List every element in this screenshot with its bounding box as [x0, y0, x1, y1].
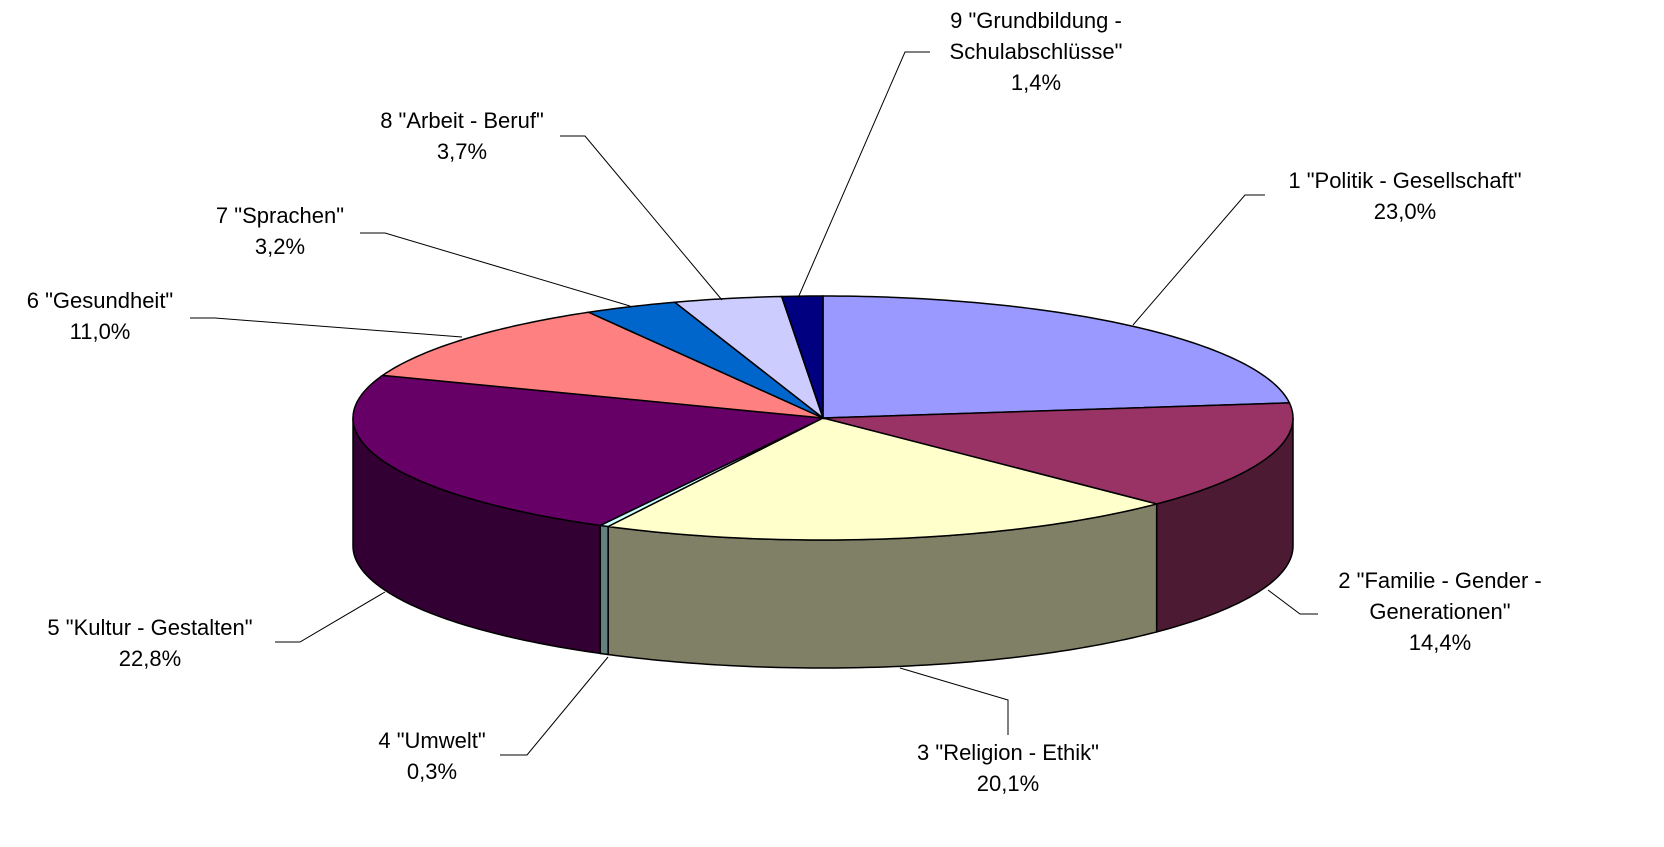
label-name: 5 "Kultur - Gestalten": [47, 615, 253, 640]
data-label: 9 "Grundbildung - Schulabschlüsse" 1,4%: [929, 5, 1144, 98]
label-name: 9 "Grundbildung - Schulabschlüsse": [949, 8, 1123, 64]
label-value: 23,0%: [1373, 199, 1437, 224]
label-name: 4 "Umwelt": [378, 728, 486, 753]
label-name: 2 "Familie - Gender - Generationen": [1338, 568, 1542, 624]
label-name: 8 "Arbeit - Beruf": [380, 108, 544, 133]
label-value: 0,3%: [406, 759, 458, 784]
label-value: 22,8%: [118, 646, 182, 671]
data-label: 7 "Sprachen" 3,2%: [180, 200, 380, 262]
label-name: 1 "Politik - Gesellschaft": [1288, 168, 1522, 193]
slice: [352, 374, 826, 527]
slice: [780, 295, 824, 419]
label-name: 7 "Sprachen": [215, 203, 345, 228]
slice: [380, 311, 824, 419]
leader-line: [797, 51, 930, 299]
leader-line: [899, 667, 1009, 735]
data-label: 1 "Politik - Gesellschaft" 23,0%: [1245, 165, 1565, 227]
data-label: 6 "Gesundheit" 11,0%: [0, 285, 200, 347]
leader-line: [1132, 194, 1265, 326]
data-label: 5 "Kultur - Gestalten" 22,8%: [20, 612, 280, 674]
leader-line: [275, 591, 386, 643]
slice-side: [599, 524, 609, 656]
leader-line: [360, 232, 631, 307]
leader-line: [560, 135, 723, 301]
leader-line: [1267, 589, 1318, 615]
leader-line: [190, 317, 463, 338]
data-label: 2 "Familie - Gender - Generationen" 14,4%: [1315, 565, 1565, 658]
label-value: 3,7%: [436, 139, 488, 164]
leader-line: [500, 656, 609, 756]
slice: [585, 301, 824, 419]
slice: [672, 295, 825, 421]
data-label: 8 "Arbeit - Beruf" 3,7%: [352, 105, 572, 167]
label-name: 3 "Religion - Ethik": [917, 740, 1099, 765]
label-value: 20,1%: [976, 771, 1040, 796]
label-value: 3,2%: [254, 234, 306, 259]
data-label: 4 "Umwelt" 0,3%: [332, 725, 532, 787]
slice: [822, 295, 1291, 419]
label-name: 6 "Gesundheit": [26, 288, 174, 313]
data-label: 3 "Religion - Ethik" 20,1%: [878, 737, 1138, 799]
label-value: 11,0%: [69, 319, 131, 344]
slice: [605, 417, 1157, 541]
label-value: 14,4%: [1408, 630, 1472, 655]
slice: [822, 402, 1294, 505]
label-value: 1,4%: [1010, 70, 1062, 95]
